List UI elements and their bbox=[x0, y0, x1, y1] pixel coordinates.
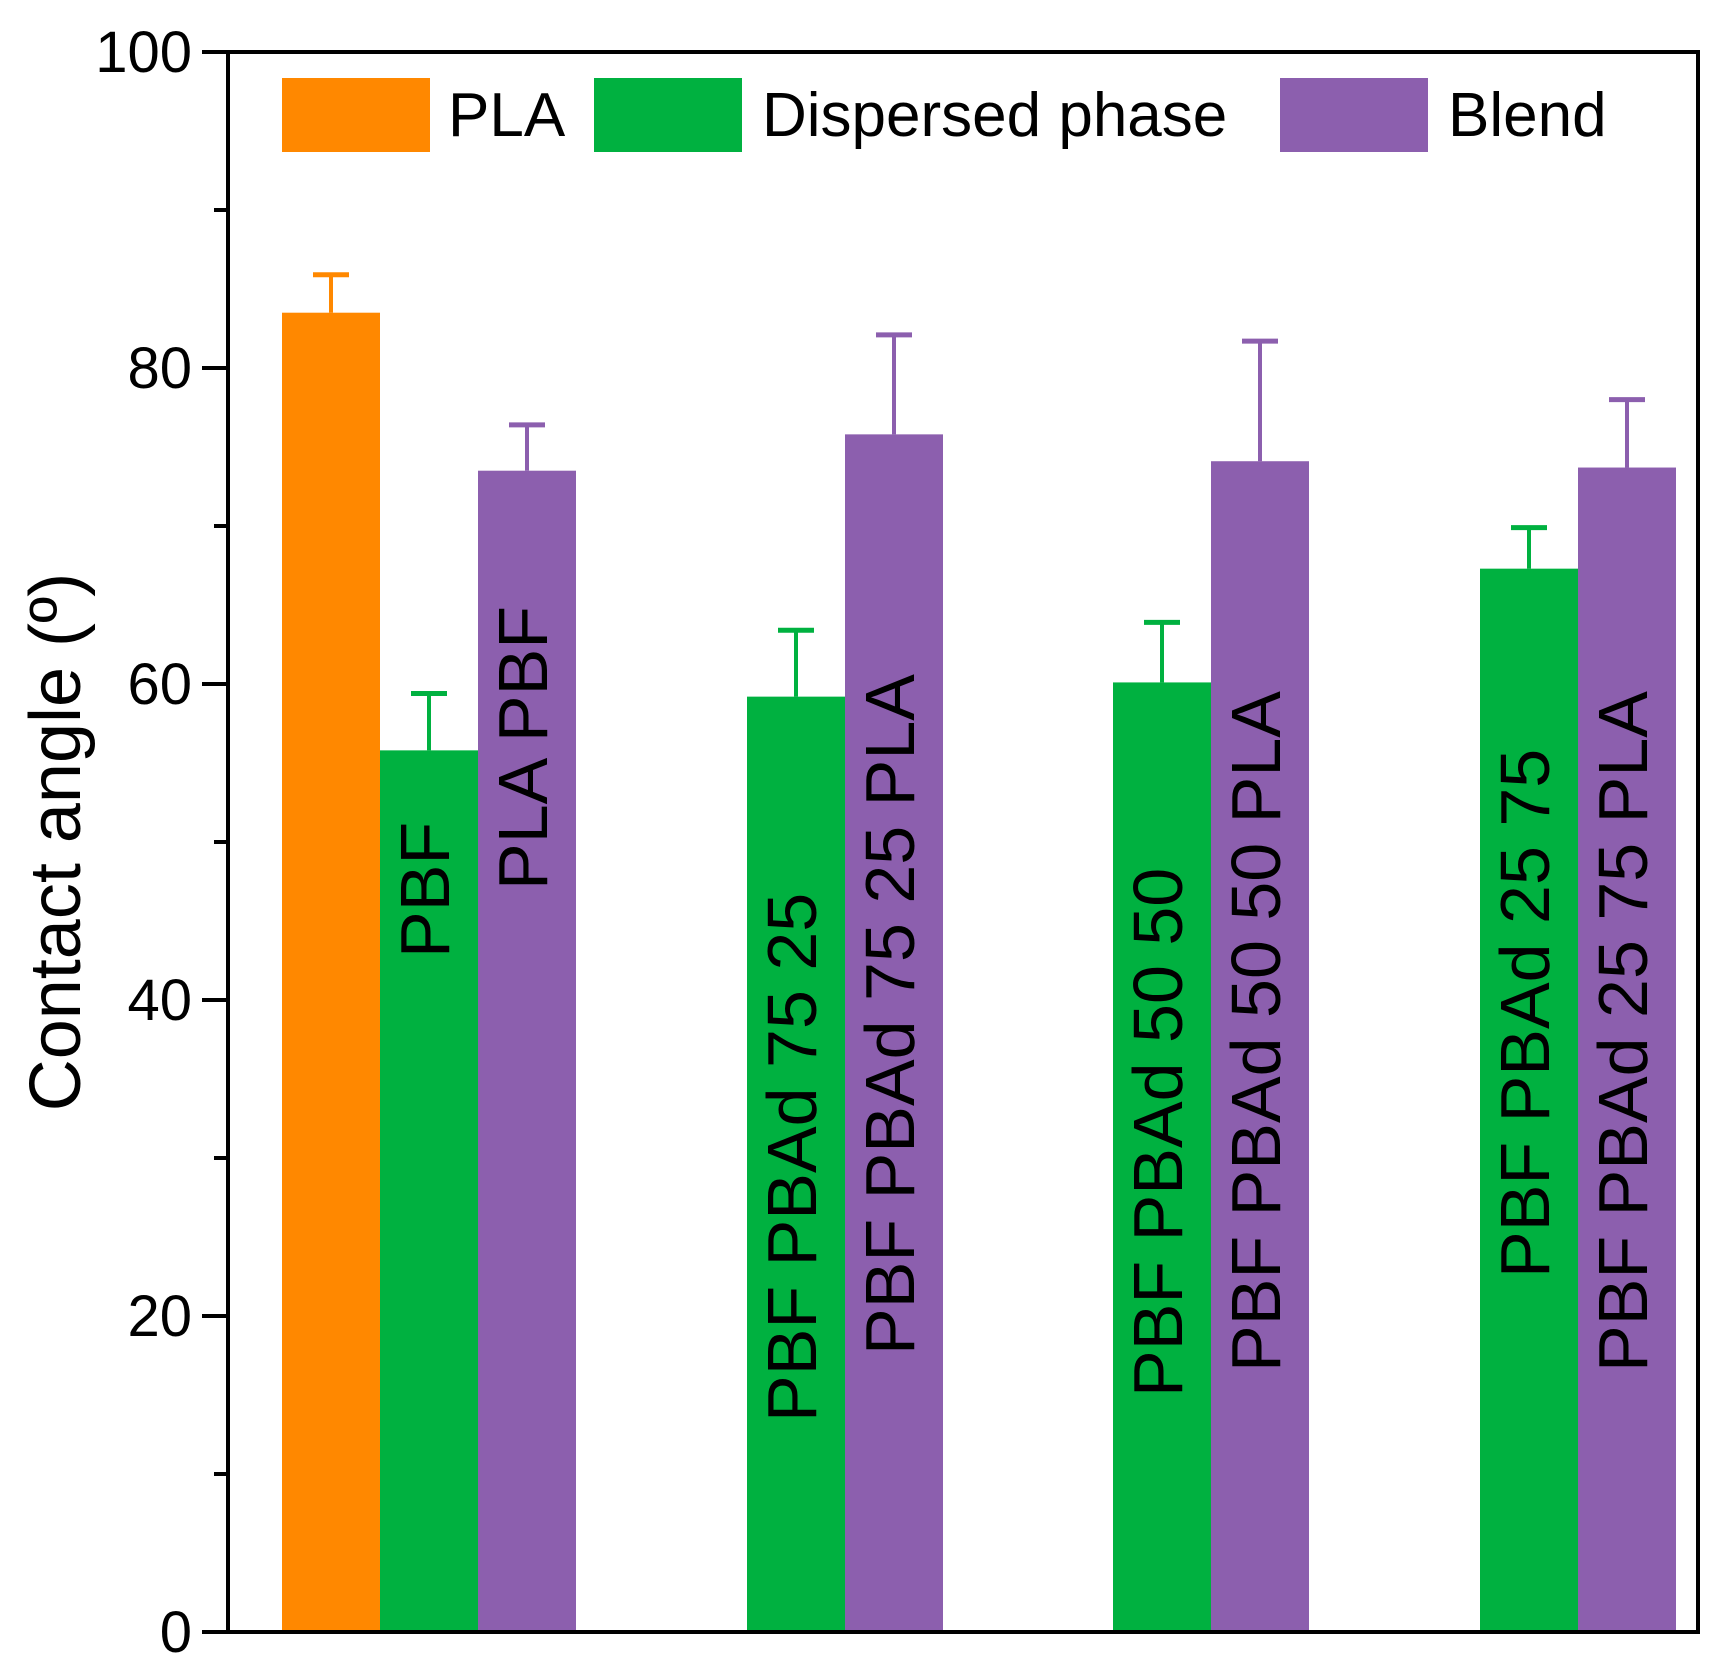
legend-swatch bbox=[1280, 78, 1428, 152]
legend-swatch bbox=[594, 78, 742, 152]
y-tick-label: 40 bbox=[127, 968, 192, 1033]
legend-swatch bbox=[282, 78, 430, 152]
axes-layer: 0 20 40 60 80 100 Contact angle (º) bbox=[16, 20, 1700, 1665]
bar-pbf-pbad-75-25 bbox=[747, 696, 845, 1632]
bar-label: PBF bbox=[386, 822, 464, 958]
legend-label: Dispersed phase bbox=[762, 81, 1227, 150]
bar-label: PBF PBAd 50 50 bbox=[1119, 868, 1197, 1397]
bar-label: PBF PBAd 25 75 PLA bbox=[1584, 691, 1662, 1372]
y-tick-label: 60 bbox=[127, 652, 192, 717]
y-tick-label: 0 bbox=[160, 1600, 192, 1665]
bar-pbf-pbad-50-50 bbox=[1113, 682, 1211, 1632]
bar-label: PLA PBF bbox=[484, 606, 562, 890]
bar-label: PBF PBAd 25 75 bbox=[1486, 749, 1564, 1278]
bar-pla bbox=[282, 312, 380, 1633]
bar-pbf-pbad-50-50-pla bbox=[1211, 461, 1309, 1633]
y-tick-label: 100 bbox=[95, 20, 192, 85]
bar-pbf-pbad-25-75 bbox=[1480, 568, 1578, 1633]
legend: PLA Dispersed phase Blend bbox=[282, 78, 1607, 152]
bars-layer bbox=[282, 312, 1676, 1633]
legend-label: Blend bbox=[1448, 81, 1607, 150]
bar-label: PBF PBAd 75 25 bbox=[753, 893, 831, 1422]
error-bars-layer bbox=[313, 272, 1645, 751]
y-tick-label: 80 bbox=[127, 336, 192, 401]
bar-pbf-pbad-25-75-pla bbox=[1578, 467, 1676, 1632]
y-axis-label: Contact angle (º) bbox=[16, 573, 96, 1112]
bar-pla-pbf bbox=[478, 470, 576, 1633]
bar-pbf-pbad-75-25-pla bbox=[845, 434, 943, 1632]
bar-pbf bbox=[380, 750, 478, 1632]
bar-label: PBF PBAd 50 50 PLA bbox=[1217, 691, 1295, 1372]
bar-label: PBF PBAd 75 25 PLA bbox=[851, 674, 929, 1355]
legend-label: PLA bbox=[448, 81, 566, 150]
bar-labels-layer: PBF PLA PBF PBF PBAd 75 25 PBF PBAd 75 25 P… bbox=[386, 606, 1662, 1422]
y-tick-label: 20 bbox=[127, 1284, 192, 1349]
